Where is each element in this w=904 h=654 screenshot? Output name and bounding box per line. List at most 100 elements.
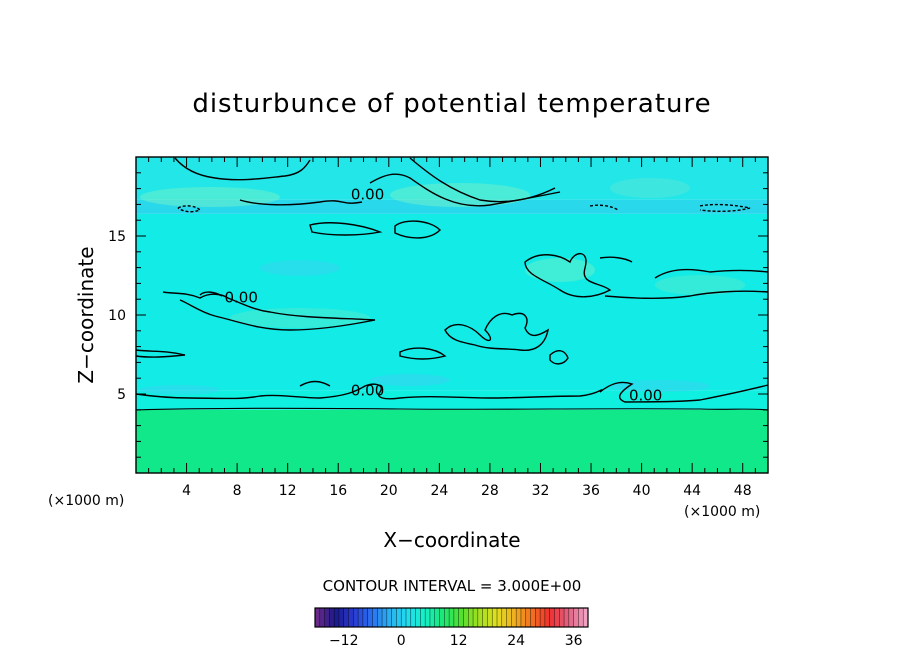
colorbar-cell bbox=[540, 608, 546, 627]
patch bbox=[525, 258, 595, 282]
colorbar-cell bbox=[391, 608, 397, 627]
x-axis-label: X−coordinate bbox=[383, 528, 520, 552]
contour-line bbox=[699, 203, 751, 213]
contour-line bbox=[589, 204, 619, 211]
colorbar-cell bbox=[429, 608, 436, 627]
x-tick-label: 8 bbox=[233, 483, 242, 499]
contour-line bbox=[599, 381, 769, 403]
contour-line bbox=[177, 205, 202, 213]
x-tick-label: 20 bbox=[380, 483, 398, 499]
colorbar-cell bbox=[549, 608, 555, 627]
x-tick-label: 48 bbox=[734, 483, 752, 499]
contour-line bbox=[394, 220, 441, 239]
colorbar-cell bbox=[477, 608, 484, 627]
contour-label: 0.00 bbox=[351, 186, 384, 204]
band-0 bbox=[136, 409, 768, 473]
colorbar-cell bbox=[420, 608, 426, 627]
y-tick-label: 10 bbox=[108, 308, 126, 324]
contour-labels: 0.00 0.00 0.00 0.00 bbox=[224, 186, 662, 405]
colorbar-cell bbox=[358, 608, 364, 627]
colorbar-cell bbox=[487, 608, 493, 627]
colorbar-cell bbox=[578, 608, 584, 627]
colorbar-cell bbox=[583, 608, 589, 627]
colorbar-cell bbox=[377, 608, 383, 627]
x-tick-label: 32 bbox=[532, 483, 550, 499]
colorbar-cell bbox=[453, 608, 460, 627]
patch bbox=[370, 374, 450, 386]
colorbar-cell bbox=[530, 608, 536, 627]
contour-line bbox=[239, 199, 363, 206]
colorbar-cell bbox=[516, 608, 522, 627]
colorbar-cell bbox=[362, 608, 369, 627]
colorbar-cell bbox=[406, 608, 412, 627]
colorbar-cell bbox=[415, 608, 421, 627]
contour-lines bbox=[135, 157, 769, 411]
x-tick-label: 36 bbox=[582, 483, 600, 499]
colorbar-tick-label: 36 bbox=[565, 633, 583, 649]
colorbar-cell bbox=[544, 608, 551, 627]
colorbar-cell bbox=[492, 608, 498, 627]
contour-line bbox=[524, 253, 612, 298]
colorbar-cell bbox=[329, 608, 335, 627]
contour-line bbox=[135, 349, 186, 358]
colorbar-cell bbox=[338, 608, 345, 627]
contour-line bbox=[199, 291, 223, 297]
band-1 bbox=[136, 390, 768, 410]
colorbar-cell bbox=[458, 608, 464, 627]
x-tick-label: 44 bbox=[683, 483, 701, 499]
colorbar-cell bbox=[444, 608, 450, 627]
colorbar-cell bbox=[319, 608, 325, 627]
band-2 bbox=[136, 213, 768, 391]
colorbar-tick-label: 24 bbox=[507, 633, 525, 649]
contour-line bbox=[162, 291, 376, 331]
colorbar-cell bbox=[573, 608, 579, 627]
x-tick-label: 4 bbox=[182, 483, 191, 499]
colorbar-cell bbox=[449, 608, 455, 627]
contour-line bbox=[604, 290, 769, 300]
colorbar-cell bbox=[348, 608, 354, 627]
contour-line bbox=[299, 380, 331, 387]
patch bbox=[260, 260, 340, 276]
x-tick-label: 28 bbox=[481, 483, 499, 499]
colorbar-cell bbox=[396, 608, 402, 627]
colorbar-cell bbox=[520, 608, 527, 627]
chart-title: disturbunce of potential temperature bbox=[192, 89, 711, 119]
colorbar-cell bbox=[559, 608, 565, 627]
contour-line bbox=[654, 268, 769, 279]
x-unit-right: (×1000 m) bbox=[684, 504, 760, 520]
colorbar-cell bbox=[482, 608, 488, 627]
colorbar-cell bbox=[372, 608, 378, 627]
colorbar bbox=[314, 607, 589, 628]
colorbar-cell bbox=[434, 608, 440, 627]
colorbar-cell bbox=[439, 608, 445, 627]
contour-line bbox=[135, 383, 603, 400]
contour-line bbox=[309, 222, 383, 236]
contour-line bbox=[549, 350, 569, 365]
colorbar-cell bbox=[497, 608, 503, 627]
colorbar-cell bbox=[525, 608, 531, 627]
x-tick-label: 12 bbox=[279, 483, 297, 499]
colorbar-cell bbox=[506, 608, 512, 627]
colorbar-cell bbox=[511, 608, 517, 627]
y-axis-label: Z−coordinate bbox=[74, 246, 98, 383]
x-tick-label: 24 bbox=[430, 483, 448, 499]
contour-line bbox=[444, 312, 550, 352]
y-axis-ticks: 5 10 15 bbox=[108, 172, 768, 458]
colorbar-cell bbox=[382, 608, 388, 627]
colorbar-frame bbox=[314, 607, 589, 628]
plot-area: 0.00 0.00 0.00 0.00 bbox=[135, 156, 769, 474]
y-tick-label: 15 bbox=[108, 229, 126, 245]
colorbar-tick-label: 12 bbox=[450, 633, 468, 649]
colorbar-cell bbox=[315, 608, 321, 627]
colorbar-cell bbox=[473, 608, 479, 627]
colorbar-cell bbox=[343, 608, 349, 627]
x-unit-left: (×1000 m) bbox=[48, 493, 124, 509]
colorbar-cell bbox=[401, 608, 407, 627]
colorbar-cell bbox=[568, 608, 575, 627]
colorbar-cell bbox=[334, 608, 340, 627]
colorbar-cell bbox=[425, 608, 431, 627]
colorbar-ticks: −12 0 12 24 36 bbox=[329, 633, 583, 649]
patch bbox=[230, 308, 370, 328]
contour-line bbox=[174, 157, 311, 181]
